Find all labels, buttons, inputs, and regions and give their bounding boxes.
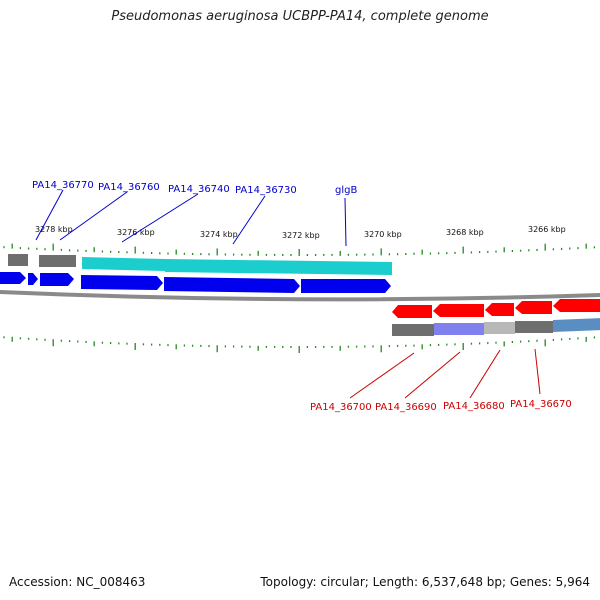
leader-line-36760 xyxy=(59,191,128,241)
gene-bar-1[interactable] xyxy=(8,254,28,266)
leader-line-36740 xyxy=(121,193,199,243)
reverse-cds-3[interactable] xyxy=(485,303,514,316)
genome-backbone xyxy=(0,290,600,302)
accession-text: Accession: NC_008463 xyxy=(9,575,146,589)
gene-bar-9[interactable] xyxy=(553,318,600,332)
reverse-cds-4[interactable] xyxy=(515,301,552,314)
gene-bar-5[interactable] xyxy=(392,324,434,336)
leader-line-glgB xyxy=(344,197,347,247)
forward-cds-6[interactable] xyxy=(301,279,391,293)
forward-cds-5[interactable] xyxy=(164,277,300,293)
gene-label-PA14-36740[interactable]: PA14_36740 xyxy=(168,184,230,195)
upper-tick-marks xyxy=(3,243,596,256)
leader-line-36680 xyxy=(469,349,501,399)
gene-label-PA14-36760[interactable]: PA14_36760 xyxy=(98,182,160,193)
tick-label-3268: 3268 kbp xyxy=(446,228,484,237)
forward-cds-4[interactable] xyxy=(81,275,163,290)
gene-label-glgB[interactable]: glgB xyxy=(335,185,357,196)
forward-cds-3[interactable] xyxy=(40,273,74,286)
gene-bar-8[interactable] xyxy=(515,321,553,333)
leader-line-36730 xyxy=(232,195,266,245)
gene-label-PA14-36770[interactable]: PA14_36770 xyxy=(32,180,94,191)
gene-label-PA14-36700[interactable]: PA14_36700 xyxy=(310,402,372,413)
gene-label-PA14-36690[interactable]: PA14_36690 xyxy=(375,402,437,413)
reverse-cds-5[interactable] xyxy=(553,299,600,312)
leader-line-36770 xyxy=(35,189,64,241)
gene-bar-7[interactable] xyxy=(484,322,515,334)
reverse-cds-1[interactable] xyxy=(392,305,432,318)
tick-label-3272: 3272 kbp xyxy=(282,231,320,240)
genome-summary-text: Topology: circular; Length: 6,537,648 bp… xyxy=(260,575,590,589)
forward-cds-1[interactable] xyxy=(0,272,26,284)
gene-bar-3[interactable] xyxy=(82,257,165,271)
gene-bar-4[interactable] xyxy=(165,259,392,275)
gene-bar-2[interactable] xyxy=(39,255,76,267)
tick-label-3276: 3276 kbp xyxy=(117,228,155,237)
tick-label-3274: 3274 kbp xyxy=(200,230,238,239)
leader-line-36670 xyxy=(534,348,541,395)
map-title: Pseudomonas aeruginosa UCBPP-PA14, compl… xyxy=(111,9,489,24)
forward-cds-2[interactable] xyxy=(28,273,38,285)
gene-label-PA14-36730[interactable]: PA14_36730 xyxy=(235,185,297,196)
gene-label-PA14-36680[interactable]: PA14_36680 xyxy=(443,401,505,412)
leader-line-36690 xyxy=(404,351,461,399)
gene-label-PA14-36670[interactable]: PA14_36670 xyxy=(510,399,572,410)
tick-label-3270: 3270 kbp xyxy=(364,230,402,239)
leader-line-36700 xyxy=(349,352,415,399)
lower-tick-marks xyxy=(3,336,596,353)
tick-label-3266: 3266 kbp xyxy=(528,225,566,234)
gene-bar-6[interactable] xyxy=(434,323,484,335)
reverse-cds-2[interactable] xyxy=(433,304,484,317)
tick-label-3278: 3278 kbp xyxy=(35,225,73,234)
